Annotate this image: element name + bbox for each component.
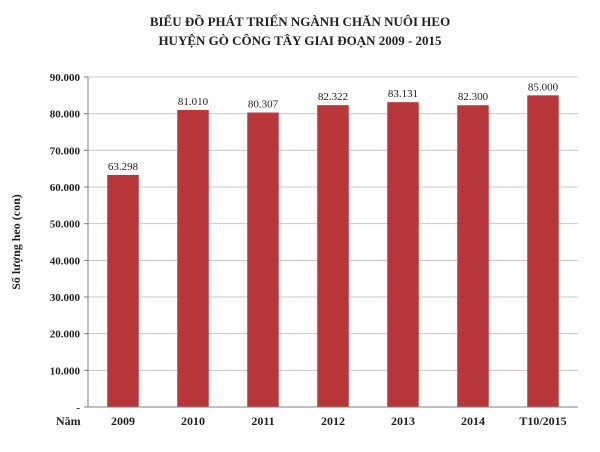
data-label: 81.010 (178, 96, 209, 108)
x-tick-label: 2009 (111, 414, 135, 428)
y-tick-label: 80.000 (50, 109, 81, 121)
y-tick-label: 90.000 (50, 72, 81, 84)
bar (387, 102, 419, 407)
bar (247, 112, 279, 407)
bar (177, 109, 209, 408)
data-labels: 63.298 81.010 80.307 82.322 83.131 82.300 85.0… (108, 81, 559, 173)
bar (317, 105, 349, 408)
data-label: 82.300 (458, 91, 489, 103)
y-axis-title: Số lượng heo (con) (9, 194, 23, 290)
chart-subtitle: HUYỆN GÒ CÔNG TÂY GIAI ĐOẠN 2009 - 2015 (158, 33, 442, 48)
data-label: 80.307 (248, 99, 279, 111)
data-label: 83.131 (388, 88, 418, 100)
x-tick-label: 2010 (181, 414, 205, 428)
x-tick-label: 2013 (391, 414, 415, 428)
bar (107, 174, 139, 407)
x-tick-label: 2014 (461, 414, 485, 428)
y-tick-label: 20.000 (50, 329, 81, 341)
data-label: 82.322 (318, 91, 348, 103)
data-label: 85.000 (528, 81, 559, 93)
y-tick-label: 70.000 (50, 145, 81, 157)
y-tick-label: 50.000 (50, 219, 81, 231)
data-label: 63.298 (108, 161, 139, 173)
y-tick-label: 40.000 (50, 255, 81, 267)
y-tick-label: 60.000 (50, 182, 81, 194)
chart-title: BIỂU ĐỒ PHÁT TRIỂN NGÀNH CHĂN NUÔI HEO (149, 14, 451, 29)
x-tick-labels: 2009 2010 2011 2012 2013 2014 T10/2015 (111, 414, 567, 428)
x-tick-label: 2011 (251, 414, 274, 428)
y-tick-label: 30.000 (50, 292, 81, 304)
bars (107, 95, 559, 408)
x-tick-label: T10/2015 (519, 414, 566, 428)
bar (527, 95, 559, 407)
y-tick-label: 10.000 (50, 365, 81, 377)
y-tick-labels: - 10.000 20.000 30.000 40.000 50.000 60.000 70.… (50, 72, 81, 414)
bar (457, 105, 489, 407)
x-axis-title: Năm (56, 414, 81, 428)
y-tick-label: - (76, 402, 80, 414)
x-tick-label: 2012 (321, 414, 345, 428)
